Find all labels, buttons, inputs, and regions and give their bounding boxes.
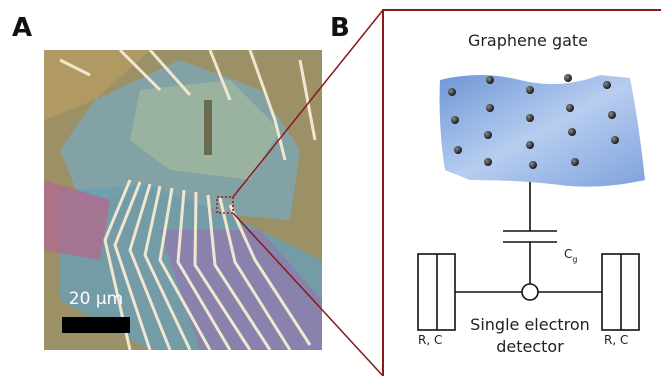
graphene-title: Graphene gate	[468, 31, 588, 50]
scale-bar-label: 20 μm	[69, 289, 123, 309]
figure: A 20 μm B Graphene gate	[0, 0, 661, 376]
left-element-label: R, C	[418, 333, 442, 347]
panel-label: B	[330, 13, 350, 43]
graphene-sheet	[440, 75, 645, 187]
capacitor-symbol: C	[564, 247, 572, 261]
detector-label: Single electron	[470, 315, 590, 334]
capacitor-subscript: g	[572, 255, 577, 264]
detector-label: detector	[496, 337, 564, 356]
circuit	[418, 182, 639, 330]
capacitor-label: Cg	[564, 247, 577, 264]
micrograph: 20 μm	[44, 50, 322, 350]
panel-label: A	[12, 13, 32, 43]
right-element-label: R, C	[604, 333, 628, 347]
